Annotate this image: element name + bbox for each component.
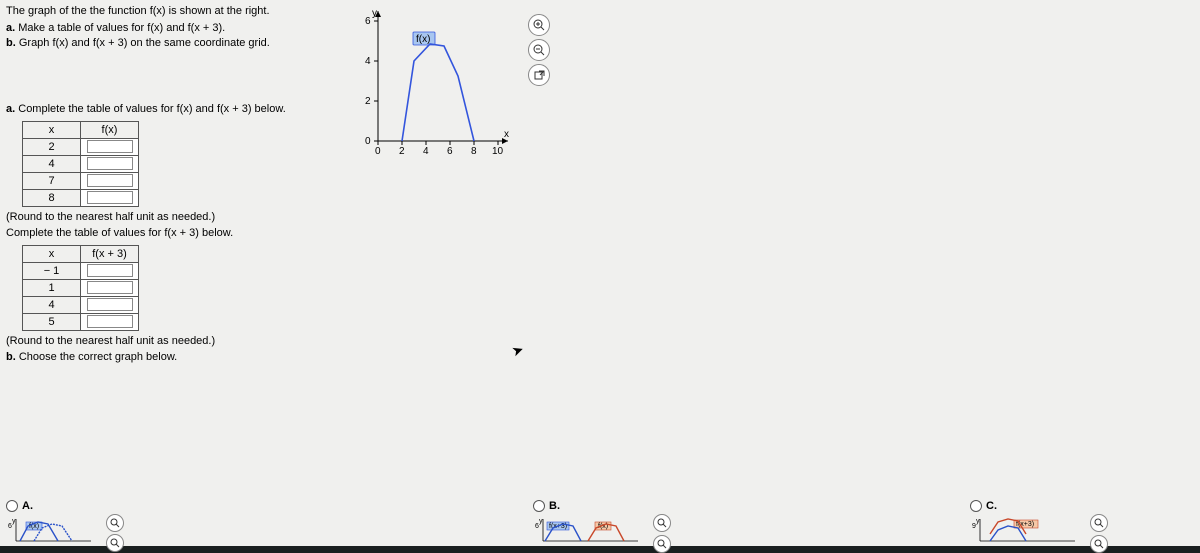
part-b-text: b. Graph f(x) and f(x + 3) on the same c… — [0, 36, 1200, 51]
table-row: 1 — [23, 279, 81, 296]
problem-intro: The graph of the the function f(x) is sh… — [0, 0, 1200, 21]
fx-input-0[interactable] — [87, 140, 133, 153]
col-fx3: f(x + 3) — [81, 245, 139, 262]
popout-icon[interactable] — [528, 64, 550, 86]
y-axis-label: y — [372, 8, 377, 19]
choice-c[interactable]: C. y9 f(x+3) — [970, 500, 1200, 544]
table-row: − 1 — [23, 262, 81, 279]
table-fx3: xf(x + 3) − 1 1 4 5 — [22, 245, 139, 331]
zoom-out-icon[interactable] — [653, 535, 671, 553]
x-axis-label: x — [504, 129, 509, 140]
col-x: x — [23, 121, 81, 138]
zoom-in-icon[interactable] — [653, 514, 671, 532]
x-ticks: 0 2 4 6 8 10 — [375, 141, 504, 156]
answer-choices: A. y6 f(x) B. y6 — [6, 500, 1194, 544]
main-graph-tools — [528, 14, 550, 86]
table-row: 5 — [23, 313, 81, 330]
radio-a[interactable] — [6, 500, 18, 512]
svg-text:2: 2 — [365, 96, 371, 107]
fx3-input-1[interactable] — [87, 281, 133, 294]
zoom-out-icon[interactable] — [106, 534, 124, 552]
part-a-complete: a. Complete the table of values for f(x)… — [0, 101, 1200, 117]
worksheet-page: The graph of the the function f(x) is sh… — [0, 0, 1200, 546]
table-row: 4 — [23, 155, 81, 172]
svg-text:0: 0 — [375, 146, 381, 156]
table-row: 8 — [23, 189, 81, 206]
fx-input-3[interactable] — [87, 191, 133, 204]
svg-text:6: 6 — [447, 146, 453, 156]
svg-text:y: y — [539, 518, 543, 525]
table-fx: xf(x) 2 4 7 8 — [22, 121, 139, 207]
svg-text:6: 6 — [365, 16, 371, 27]
fx-input-2[interactable] — [87, 174, 133, 187]
fx-input-1[interactable] — [87, 157, 133, 170]
choice-b[interactable]: B. y6 f(x+3) f(x) — [533, 500, 830, 544]
radio-b[interactable] — [533, 500, 545, 512]
table-row: 4 — [23, 296, 81, 313]
svg-text:6: 6 — [535, 523, 539, 530]
complete-fx3: Complete the table of values for f(x + 3… — [0, 225, 1200, 241]
svg-text:2: 2 — [399, 146, 405, 156]
svg-text:9: 9 — [972, 523, 976, 530]
svg-text:4: 4 — [365, 56, 371, 67]
radio-c[interactable] — [970, 500, 982, 512]
y-ticks: 0 2 4 6 — [365, 16, 378, 147]
choice-a[interactable]: A. y6 f(x) — [6, 500, 303, 544]
zoom-in-icon[interactable] — [1090, 514, 1108, 532]
svg-text:y: y — [12, 518, 16, 525]
col-x2: x — [23, 245, 81, 262]
part-a-text: a. Make a table of values for f(x) and f… — [0, 21, 1200, 36]
round-hint-2: (Round to the nearest half unit as neede… — [0, 333, 1200, 349]
fx-label: f(x) — [416, 34, 430, 45]
svg-text:4: 4 — [423, 146, 429, 156]
svg-text:y: y — [976, 518, 980, 525]
part-b-choose: b. Choose the correct graph below. — [0, 349, 1200, 365]
main-graph: y x 0 2 4 6 8 10 0 2 4 6 f(x) — [358, 6, 518, 156]
svg-text:10: 10 — [492, 146, 504, 156]
table-row: 2 — [23, 138, 81, 155]
round-hint-1: (Round to the nearest half unit as neede… — [0, 209, 1200, 225]
zoom-in-icon[interactable] — [106, 514, 124, 532]
svg-text:0: 0 — [365, 136, 371, 147]
col-fx: f(x) — [81, 121, 139, 138]
fx3-input-2[interactable] — [87, 298, 133, 311]
zoom-out-icon[interactable] — [528, 39, 550, 61]
svg-text:8: 8 — [471, 146, 477, 156]
fx3-input-0[interactable] — [87, 264, 133, 277]
fx3-input-3[interactable] — [87, 315, 133, 328]
table-row: 7 — [23, 172, 81, 189]
svg-text:6: 6 — [8, 523, 12, 530]
zoom-in-icon[interactable] — [528, 14, 550, 36]
zoom-out-icon[interactable] — [1090, 535, 1108, 553]
